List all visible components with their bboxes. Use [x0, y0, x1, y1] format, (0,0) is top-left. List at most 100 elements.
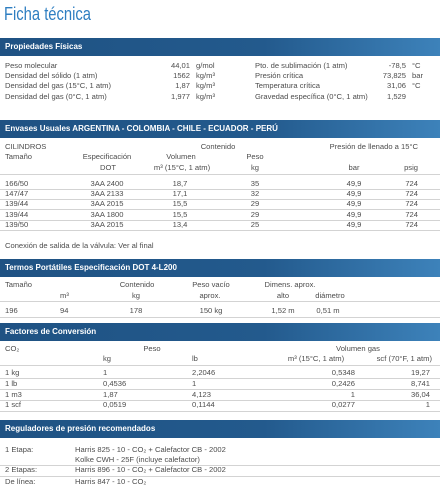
column-unit: diámetro: [315, 291, 345, 300]
table-rule: [0, 411, 440, 412]
table-cell: 0,0519: [103, 400, 127, 409]
table-cell: 3AA 2400: [90, 179, 124, 188]
column-header: Tamaño: [5, 152, 33, 161]
table-rule: [0, 209, 440, 210]
property-label: Temperatura crítica: [255, 81, 320, 90]
property-label: Gravedad específica (0°C, 1 atm): [255, 92, 368, 101]
table-cell: 35: [250, 179, 260, 188]
table-rule: [0, 465, 440, 466]
column-header: Peso: [246, 152, 264, 161]
table-cell: 15,5: [172, 199, 188, 208]
property-unit: °C: [412, 61, 421, 70]
section-title: Reguladores de presión recomendados: [5, 424, 156, 433]
table-rule: [0, 174, 440, 175]
table-cell: 724: [405, 210, 418, 219]
table-cell: 1: [192, 379, 197, 388]
table-rule: [0, 378, 440, 379]
table-cell: 29: [250, 199, 260, 208]
regulator-model: Harris 896 - 10 - CO₂ + Calefactor CB - …: [75, 465, 226, 474]
property-value: 1562: [173, 71, 190, 80]
table-cell: 2,2046: [192, 368, 216, 377]
column-unit: psig: [404, 163, 418, 172]
table-cell: 1,52 m: [271, 306, 295, 315]
table-cell: 1 scf: [5, 400, 22, 409]
property-value: 31,06: [386, 81, 406, 90]
column-unit: kg: [131, 291, 141, 300]
property-value: 1,87: [175, 81, 190, 90]
table-group-header: CILINDROS: [5, 142, 47, 151]
column-header: Especificación: [82, 152, 132, 161]
column-unit: m³ (15°C, 1 atm): [153, 163, 211, 172]
table-cell: 139/44: [5, 210, 29, 219]
table-rule: [0, 220, 440, 221]
column-unit: scf (70°F, 1 atm): [376, 354, 432, 363]
table-rule: [0, 230, 440, 231]
property-value: 1,529: [386, 92, 406, 101]
table-cell: 724: [405, 220, 418, 229]
table-cell: 147/47: [5, 189, 29, 198]
column-unit: lb: [192, 354, 198, 363]
table-cell: 3AA 2015: [90, 220, 124, 229]
column-header: Volumen: [166, 152, 196, 161]
table-cell: 724: [405, 199, 418, 208]
table-cell: 0,2426: [331, 379, 355, 388]
table-cell: 3AA 1800: [90, 210, 124, 219]
column-unit: m³: [60, 291, 69, 300]
table-cell: 49,9: [346, 179, 362, 188]
table-cell: 1: [350, 390, 355, 399]
regulator-label: De línea:: [5, 477, 36, 486]
property-label: Densidad del sólido (1 atm): [5, 71, 98, 80]
column-unit: kg: [250, 163, 260, 172]
table-rule: [0, 389, 440, 390]
table-cell: 25: [250, 220, 260, 229]
section-title: Propiedades Físicas: [5, 42, 83, 51]
table-cell: 150 kg: [199, 306, 223, 315]
table-cell: 166/50: [5, 179, 29, 188]
table-cell: 13,4: [172, 220, 188, 229]
property-value: 1,977: [170, 92, 190, 101]
regulator-model: Harris 847 - 10 - CO₂: [75, 477, 147, 486]
table-rule: [0, 317, 440, 318]
table-cell: 0,51 m: [316, 306, 340, 315]
property-unit: kg/m³: [196, 92, 215, 101]
table-cell: 3AA 2133: [90, 189, 124, 198]
table-cell: 8,741: [410, 379, 430, 388]
table-cell: 19,27: [410, 368, 430, 377]
section-header-termos: Termos Portátiles Especificación DOT 4-L…: [0, 259, 440, 277]
table-cell: 1: [425, 400, 430, 409]
table-cell: 1,87: [103, 390, 118, 399]
property-unit: g/mol: [196, 61, 215, 70]
property-label: Presión crítica: [255, 71, 304, 80]
table-cell: 1 lb: [5, 379, 18, 388]
regulator-model: Harris 825 - 10 - CO₂ + Calefactor CB - …: [75, 445, 226, 454]
table-cell: 0,4536: [103, 379, 127, 388]
column-unit: DOT: [99, 163, 117, 172]
column-unit: alto: [276, 291, 290, 300]
table-cell: 15,5: [172, 210, 188, 219]
table-cell: 3AA 2015: [90, 199, 124, 208]
column-unit: aprox.: [199, 291, 221, 300]
table-cell: 0,1144: [192, 400, 215, 409]
section-header-envases: Envases Usuales ARGENTINA - COLOMBIA - C…: [0, 120, 440, 138]
table-cell: 0,5348: [331, 368, 355, 377]
column-header: Peso: [143, 344, 161, 353]
property-label: Densidad del gas (0°C, 1 atm): [5, 92, 107, 101]
table-cell: 139/44: [5, 199, 29, 208]
property-value: 73,825: [382, 71, 406, 80]
column-unit: kg: [103, 354, 112, 363]
table-cell: 49,9: [346, 199, 362, 208]
table-cell: 724: [405, 189, 418, 198]
property-label: Densidad del gas (15°C, 1 atm): [5, 81, 112, 90]
column-header: Peso vacío: [192, 280, 230, 289]
property-value: -78,5: [388, 61, 406, 70]
section-header-propiedades: Propiedades Físicas: [0, 38, 440, 56]
table-cell: 49,9: [346, 210, 362, 219]
column-header: Volumen gas: [336, 344, 380, 353]
table-cell: 4,123: [192, 390, 212, 399]
table-rule: [0, 476, 440, 477]
table-cell: 17,1: [172, 189, 188, 198]
table-cell: 49,9: [346, 220, 362, 229]
table-cell: 36,04: [410, 390, 430, 399]
section-title: Termos Portátiles Especificación DOT 4-L…: [5, 263, 177, 272]
